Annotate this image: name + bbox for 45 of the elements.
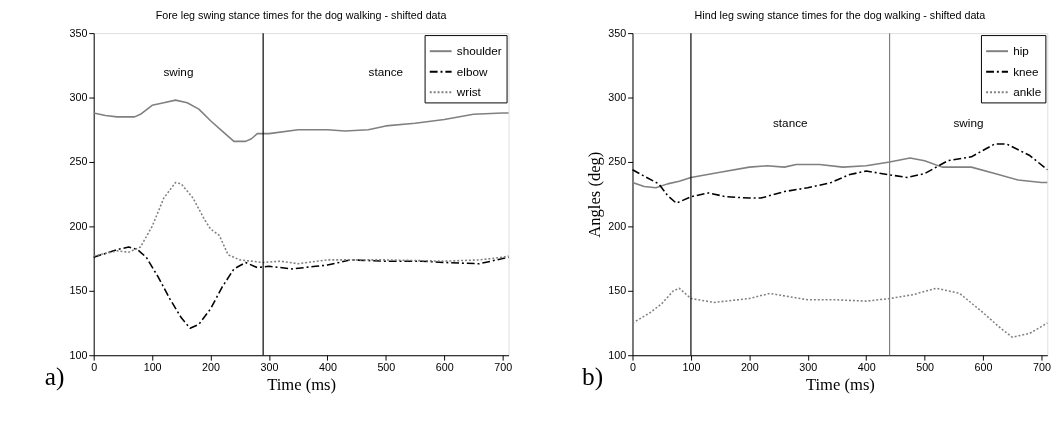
y-tick-label: 100 [69,348,88,361]
x-tick-label: 500 [377,361,396,374]
y-tick-label: 150 [69,284,88,297]
x-tick-label: 700 [494,361,513,374]
y-tick-label: 100 [608,348,627,361]
x-tick-label: 300 [260,361,279,374]
legend-label: ankle [1013,85,1042,99]
text: b) [582,361,604,391]
legend-label: shoulder [456,44,502,58]
text: a) [44,361,65,391]
legend-label: knee [1013,64,1039,78]
x-tick-label: 100 [682,361,701,374]
annotation: stance [368,64,404,78]
x-axis-title: Time (ms) [267,374,337,394]
y-axis-title: Angles (deg) [585,151,605,238]
y-tick-label: 150 [608,284,627,297]
y-tick-label: 250 [608,155,627,168]
x-tick-label: 600 [435,361,454,374]
x-tick-label: 400 [857,361,876,374]
y-tick-label: 300 [608,90,627,103]
x-tick-label: 200 [740,361,759,374]
x-tick-label: 700 [1033,361,1051,374]
annotation: swing [163,64,194,78]
y-tick-label: 200 [69,219,88,232]
x-tick-label: 0 [91,361,98,374]
x-tick-label: 100 [143,361,162,374]
chart-title: Fore leg swing stance times for the dog walking - shifted data [155,9,447,22]
annotation: stance [773,116,808,130]
x-tick-label: 300 [799,361,818,374]
annotation: swing [953,116,984,130]
x-tick-label: 400 [318,361,337,374]
legend-label: wrist [455,85,482,99]
x-tick-label: 600 [974,361,993,374]
chart-title: Hind leg swing stance times for the dog walking - shifted data [694,9,986,22]
y-tick-label: 200 [608,219,627,232]
x-axis-title: Time (ms) [805,374,875,394]
x-tick-label: 0 [630,361,636,374]
x-tick-label: 500 [916,361,935,374]
y-tick-label: 300 [69,90,88,103]
y-tick-label: 350 [608,26,627,39]
x-tick-label: 200 [202,361,221,374]
legend-label: hip [1013,44,1030,58]
legend-label: elbow [456,64,488,78]
y-tick-label: 250 [69,155,88,168]
y-tick-label: 350 [69,26,88,39]
